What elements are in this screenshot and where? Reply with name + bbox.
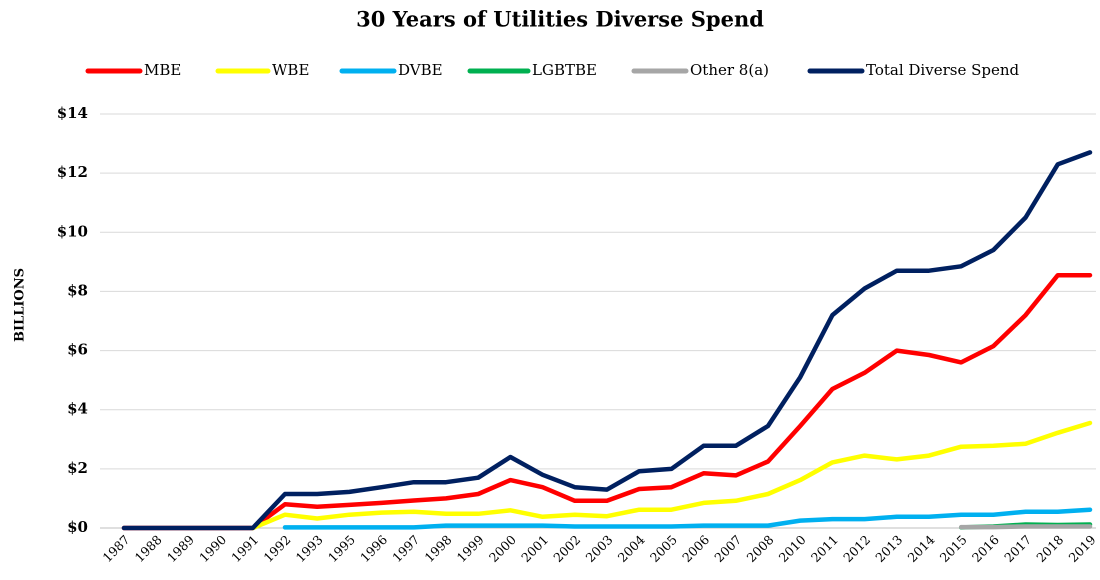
series-line — [958, 524, 1093, 530]
x-tick-label: 1999 — [454, 532, 487, 565]
y-axis-label: BILLIONS — [13, 268, 28, 342]
x-tick-label: 1988 — [132, 532, 165, 565]
x-tick-label: 2012 — [840, 532, 873, 565]
x-tick-label: 1989 — [164, 532, 197, 565]
x-tick-label: 2015 — [937, 532, 970, 565]
x-tick-label: 2011 — [808, 532, 841, 565]
x-tick-label: 2010 — [776, 532, 809, 565]
y-tick-label: $8 — [67, 281, 88, 299]
x-tick-label: 1992 — [260, 532, 293, 565]
series-line — [121, 150, 1093, 531]
y-tick-label: $14 — [57, 104, 88, 122]
x-tick-label: 2008 — [743, 532, 776, 565]
x-tick-label: 1995 — [325, 532, 358, 565]
x-tick-label: 2014 — [904, 532, 937, 565]
series-line — [121, 272, 1093, 531]
x-tick-label: 2019 — [1065, 532, 1098, 565]
x-tick-label: 2006 — [679, 532, 712, 565]
x-tick-label: 2004 — [615, 532, 648, 565]
x-tick-label: 2017 — [1001, 532, 1034, 565]
x-tick-label: 1991 — [228, 532, 261, 565]
y-tick-label: $4 — [67, 400, 88, 418]
y-tick-label: $0 — [67, 518, 88, 536]
y-tick-label: $2 — [67, 459, 88, 477]
x-tick-label: 2000 — [486, 532, 519, 565]
y-tick-label: $6 — [67, 341, 88, 359]
x-tick-label: 2016 — [969, 532, 1002, 565]
x-tick-label: 1996 — [357, 532, 390, 565]
y-tick-label: $10 — [57, 222, 88, 240]
x-tick-label: 2013 — [872, 532, 905, 565]
x-tick-label: 1993 — [293, 532, 326, 565]
legend-label: MBE — [144, 61, 181, 79]
x-tick-label: 1990 — [196, 532, 229, 565]
x-tick-label: 2001 — [518, 532, 551, 565]
legend-label: Other 8(a) — [690, 61, 769, 79]
x-tick-label: 1998 — [421, 532, 454, 565]
legend-label: LGBTBE — [532, 61, 597, 79]
y-tick-label: $12 — [57, 163, 88, 181]
legend-label: Total Diverse Spend — [866, 61, 1020, 79]
x-tick-label: 1997 — [389, 532, 422, 565]
x-tick-label: 2005 — [647, 532, 680, 565]
series-line — [282, 507, 1093, 530]
x-tick-label: 1987 — [99, 532, 132, 565]
x-tick-label: 2002 — [550, 532, 583, 565]
series-line — [250, 420, 1093, 531]
x-tick-label: 2018 — [1033, 532, 1066, 565]
chart-title: 30 Years of Utilities Diverse Spend — [356, 7, 764, 32]
legend-label: DVBE — [398, 61, 443, 79]
x-tick-label: 2007 — [711, 532, 744, 565]
x-tick-label: 2003 — [582, 532, 615, 565]
legend-label: WBE — [272, 61, 309, 79]
